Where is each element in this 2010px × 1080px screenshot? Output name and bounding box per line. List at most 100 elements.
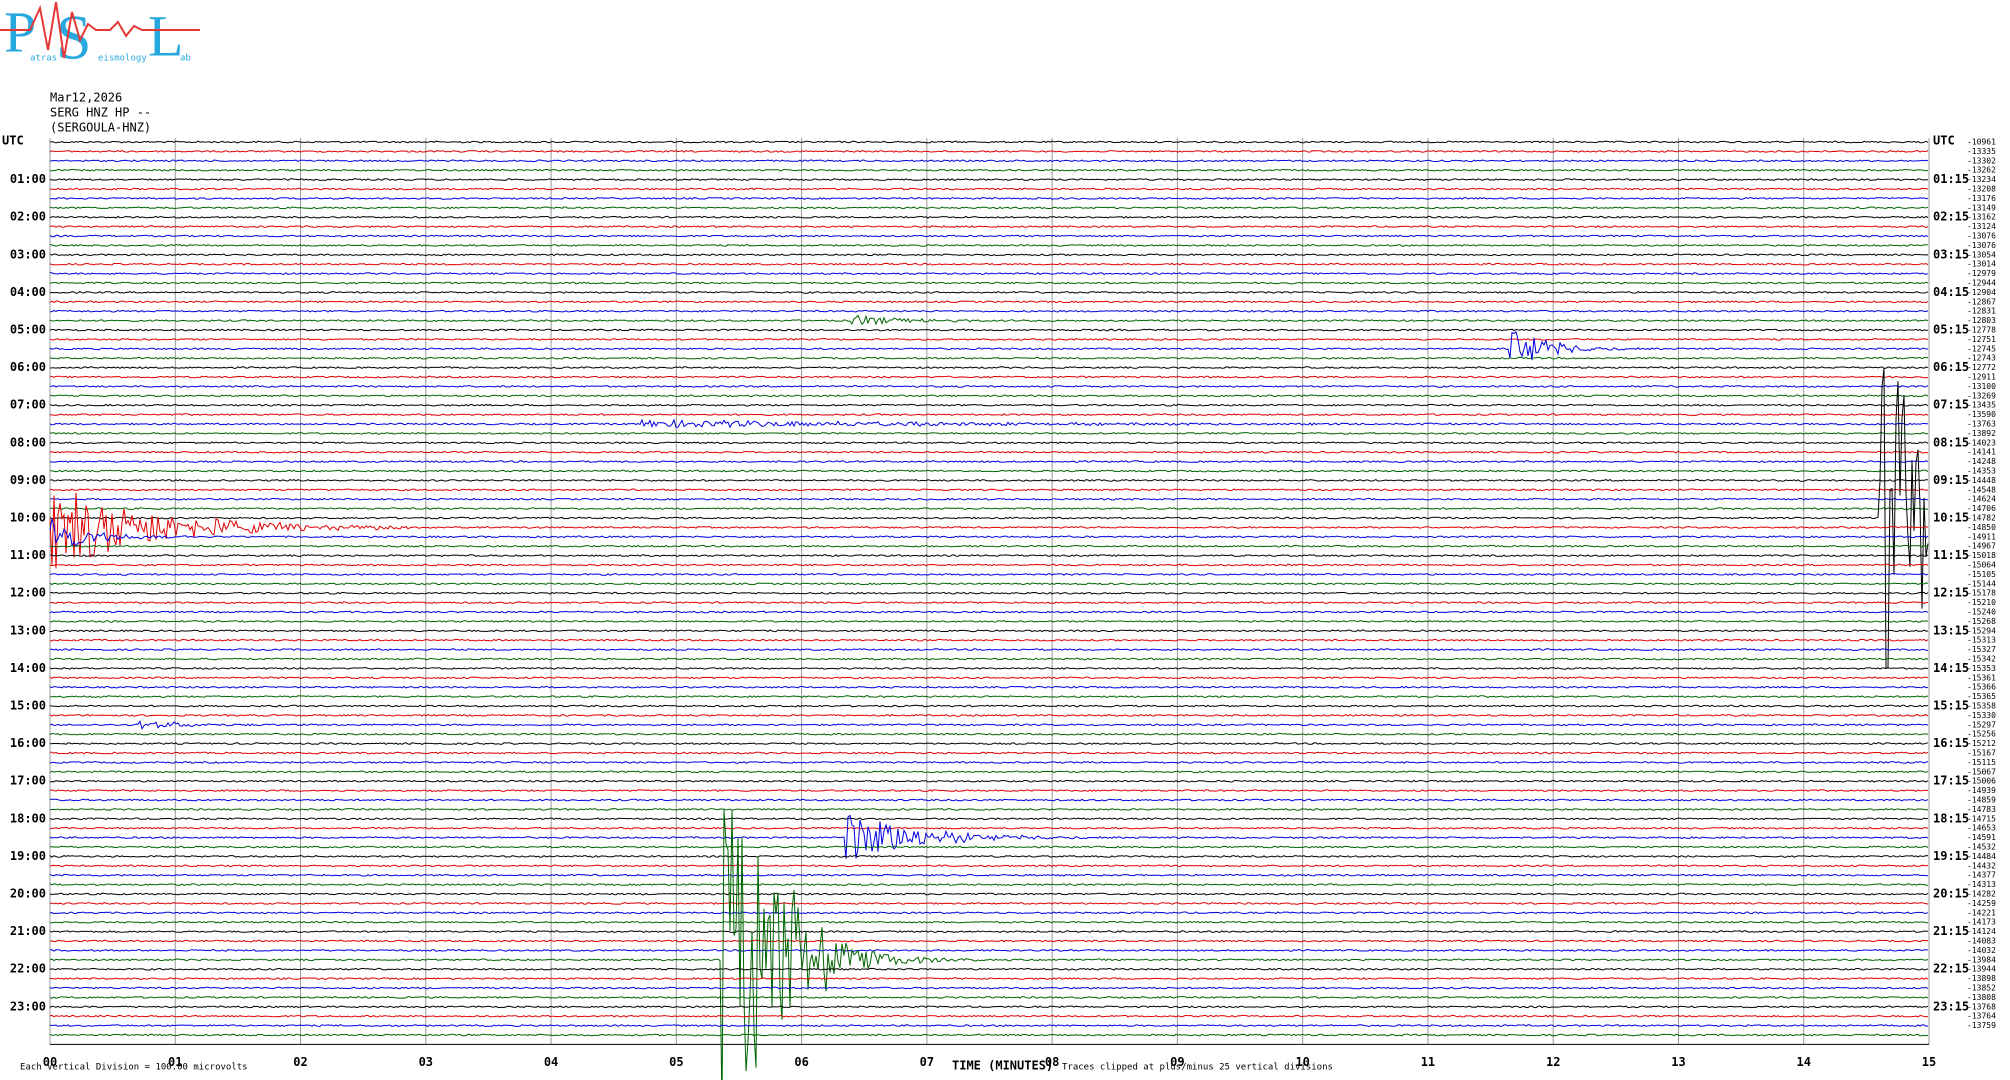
right-label: 13:15 [1933,623,1969,637]
offset-label: -13435 [1967,401,1996,410]
offset-label: -13944 [1967,965,1996,974]
trace [49,582,1929,586]
trace [49,300,1929,304]
trace [49,1005,1929,1009]
x-tick-label: 00 [43,1055,57,1069]
left-label: 20:00 [10,887,46,901]
offset-label: -15256 [1967,730,1996,739]
trace [49,610,1929,614]
trace [49,518,1929,548]
left-label: 02:00 [10,210,46,224]
right-label: 10:15 [1933,511,1969,525]
trace [49,648,1928,652]
offset-label: -10961 [1967,138,1996,147]
trace [50,469,1929,473]
trace [50,431,1929,435]
offset-label: -15366 [1967,683,1996,692]
offset-label: -13208 [1967,185,1996,194]
trace [49,732,1929,736]
offset-label: -15115 [1967,758,1996,767]
left-label: 17:00 [10,774,46,788]
right-label: 06:15 [1933,360,1969,374]
logo: P S L atras eismology ab [0,0,200,73]
offset-label: -14173 [1967,918,1996,927]
left-label: 04:00 [10,285,46,299]
offset-label: -12944 [1967,279,1996,288]
right-label: 05:15 [1933,323,1969,337]
offset-label: -12831 [1967,307,1996,316]
offset-label: -14313 [1967,880,1996,889]
offset-label: -13269 [1967,391,1996,400]
offset-label: -15144 [1967,579,1996,588]
offset-label: -15297 [1967,720,1996,729]
left-label: 14:00 [10,661,46,675]
trace [49,967,1929,971]
left-label: 10:00 [10,511,46,525]
right-label: 12:15 [1933,586,1969,600]
right-label: 01:15 [1933,172,1969,186]
trace [49,939,1929,943]
trace [49,657,1929,661]
trace [49,591,1929,595]
trace [49,479,1929,482]
offset-label: -15178 [1967,589,1996,598]
trace [49,206,1929,210]
trace [49,779,1929,783]
logo-text: atras [30,54,57,64]
trace [49,760,1929,764]
right-label: 18:15 [1933,811,1969,825]
trace [49,281,1929,285]
right-label: 19:15 [1933,849,1969,863]
offset-label: -15313 [1967,636,1996,645]
trace [49,667,1929,670]
right-label: 16:15 [1933,736,1969,750]
offset-label: -13898 [1967,974,1996,983]
left-label: 09:00 [10,473,46,487]
right-label: 23:15 [1933,999,1969,1013]
trace [50,168,1929,172]
left-label: UTC [2,134,24,148]
offset-label: -14083 [1967,937,1996,946]
logo-letter: L [148,3,183,68]
left-label: 21:00 [10,924,46,938]
trace [49,385,1929,388]
clip-note: Traces clipped at plus/minus 25 vertical… [1062,1063,1333,1073]
offset-label: -14850 [1967,523,1996,532]
trace [49,450,1929,454]
left-label: 19:00 [10,849,46,863]
right-label: 22:15 [1933,962,1969,976]
offset-label: -15240 [1967,608,1996,617]
right-label: 20:15 [1933,887,1969,901]
offset-label: -14282 [1967,890,1996,899]
trace [49,892,1929,896]
offset-label: -15067 [1967,767,1996,776]
x-tick-label: 12 [1546,1055,1560,1069]
trace [49,492,1929,569]
trace [49,685,1929,689]
offset-label: -13162 [1967,213,1996,222]
offset-label: -14023 [1967,438,1996,447]
trace [49,713,1929,717]
trace [49,488,1929,492]
offset-label: -12904 [1967,288,1996,297]
offset-label: -12772 [1967,363,1996,372]
station: SERG HNZ HP -- [50,106,151,120]
trace [49,695,1929,699]
logo-letter: P [4,0,36,64]
trace [49,1014,1929,1018]
division-note: Each Vertical Division = 100.00 microvol… [20,1063,248,1073]
trace [49,619,1929,623]
trace [49,234,1929,238]
offset-label: -12751 [1967,335,1996,344]
offset-label: -14591 [1967,833,1996,842]
left-label: 22:00 [10,962,46,976]
x-tick-label: 08 [1045,1055,1059,1069]
trace [49,845,1929,849]
trace [49,1033,1929,1037]
trace [49,817,1929,821]
x-tick-label: 03 [419,1055,433,1069]
offset-label: -13590 [1967,410,1996,419]
trace [49,394,1929,398]
trace [49,331,1929,361]
